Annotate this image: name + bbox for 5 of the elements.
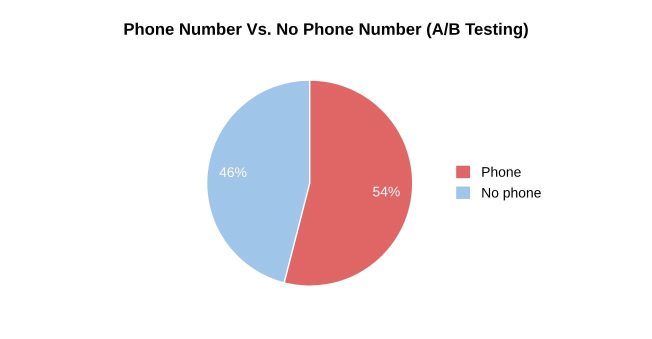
legend-label: No phone	[482, 187, 541, 200]
data-label: 46%	[219, 167, 246, 178]
legend-label: Phone	[482, 166, 521, 177]
chart-title: Phone Number Vs. No Phone Number (A/B Testing)	[124, 22, 528, 38]
data-label: 54%	[373, 186, 400, 196]
